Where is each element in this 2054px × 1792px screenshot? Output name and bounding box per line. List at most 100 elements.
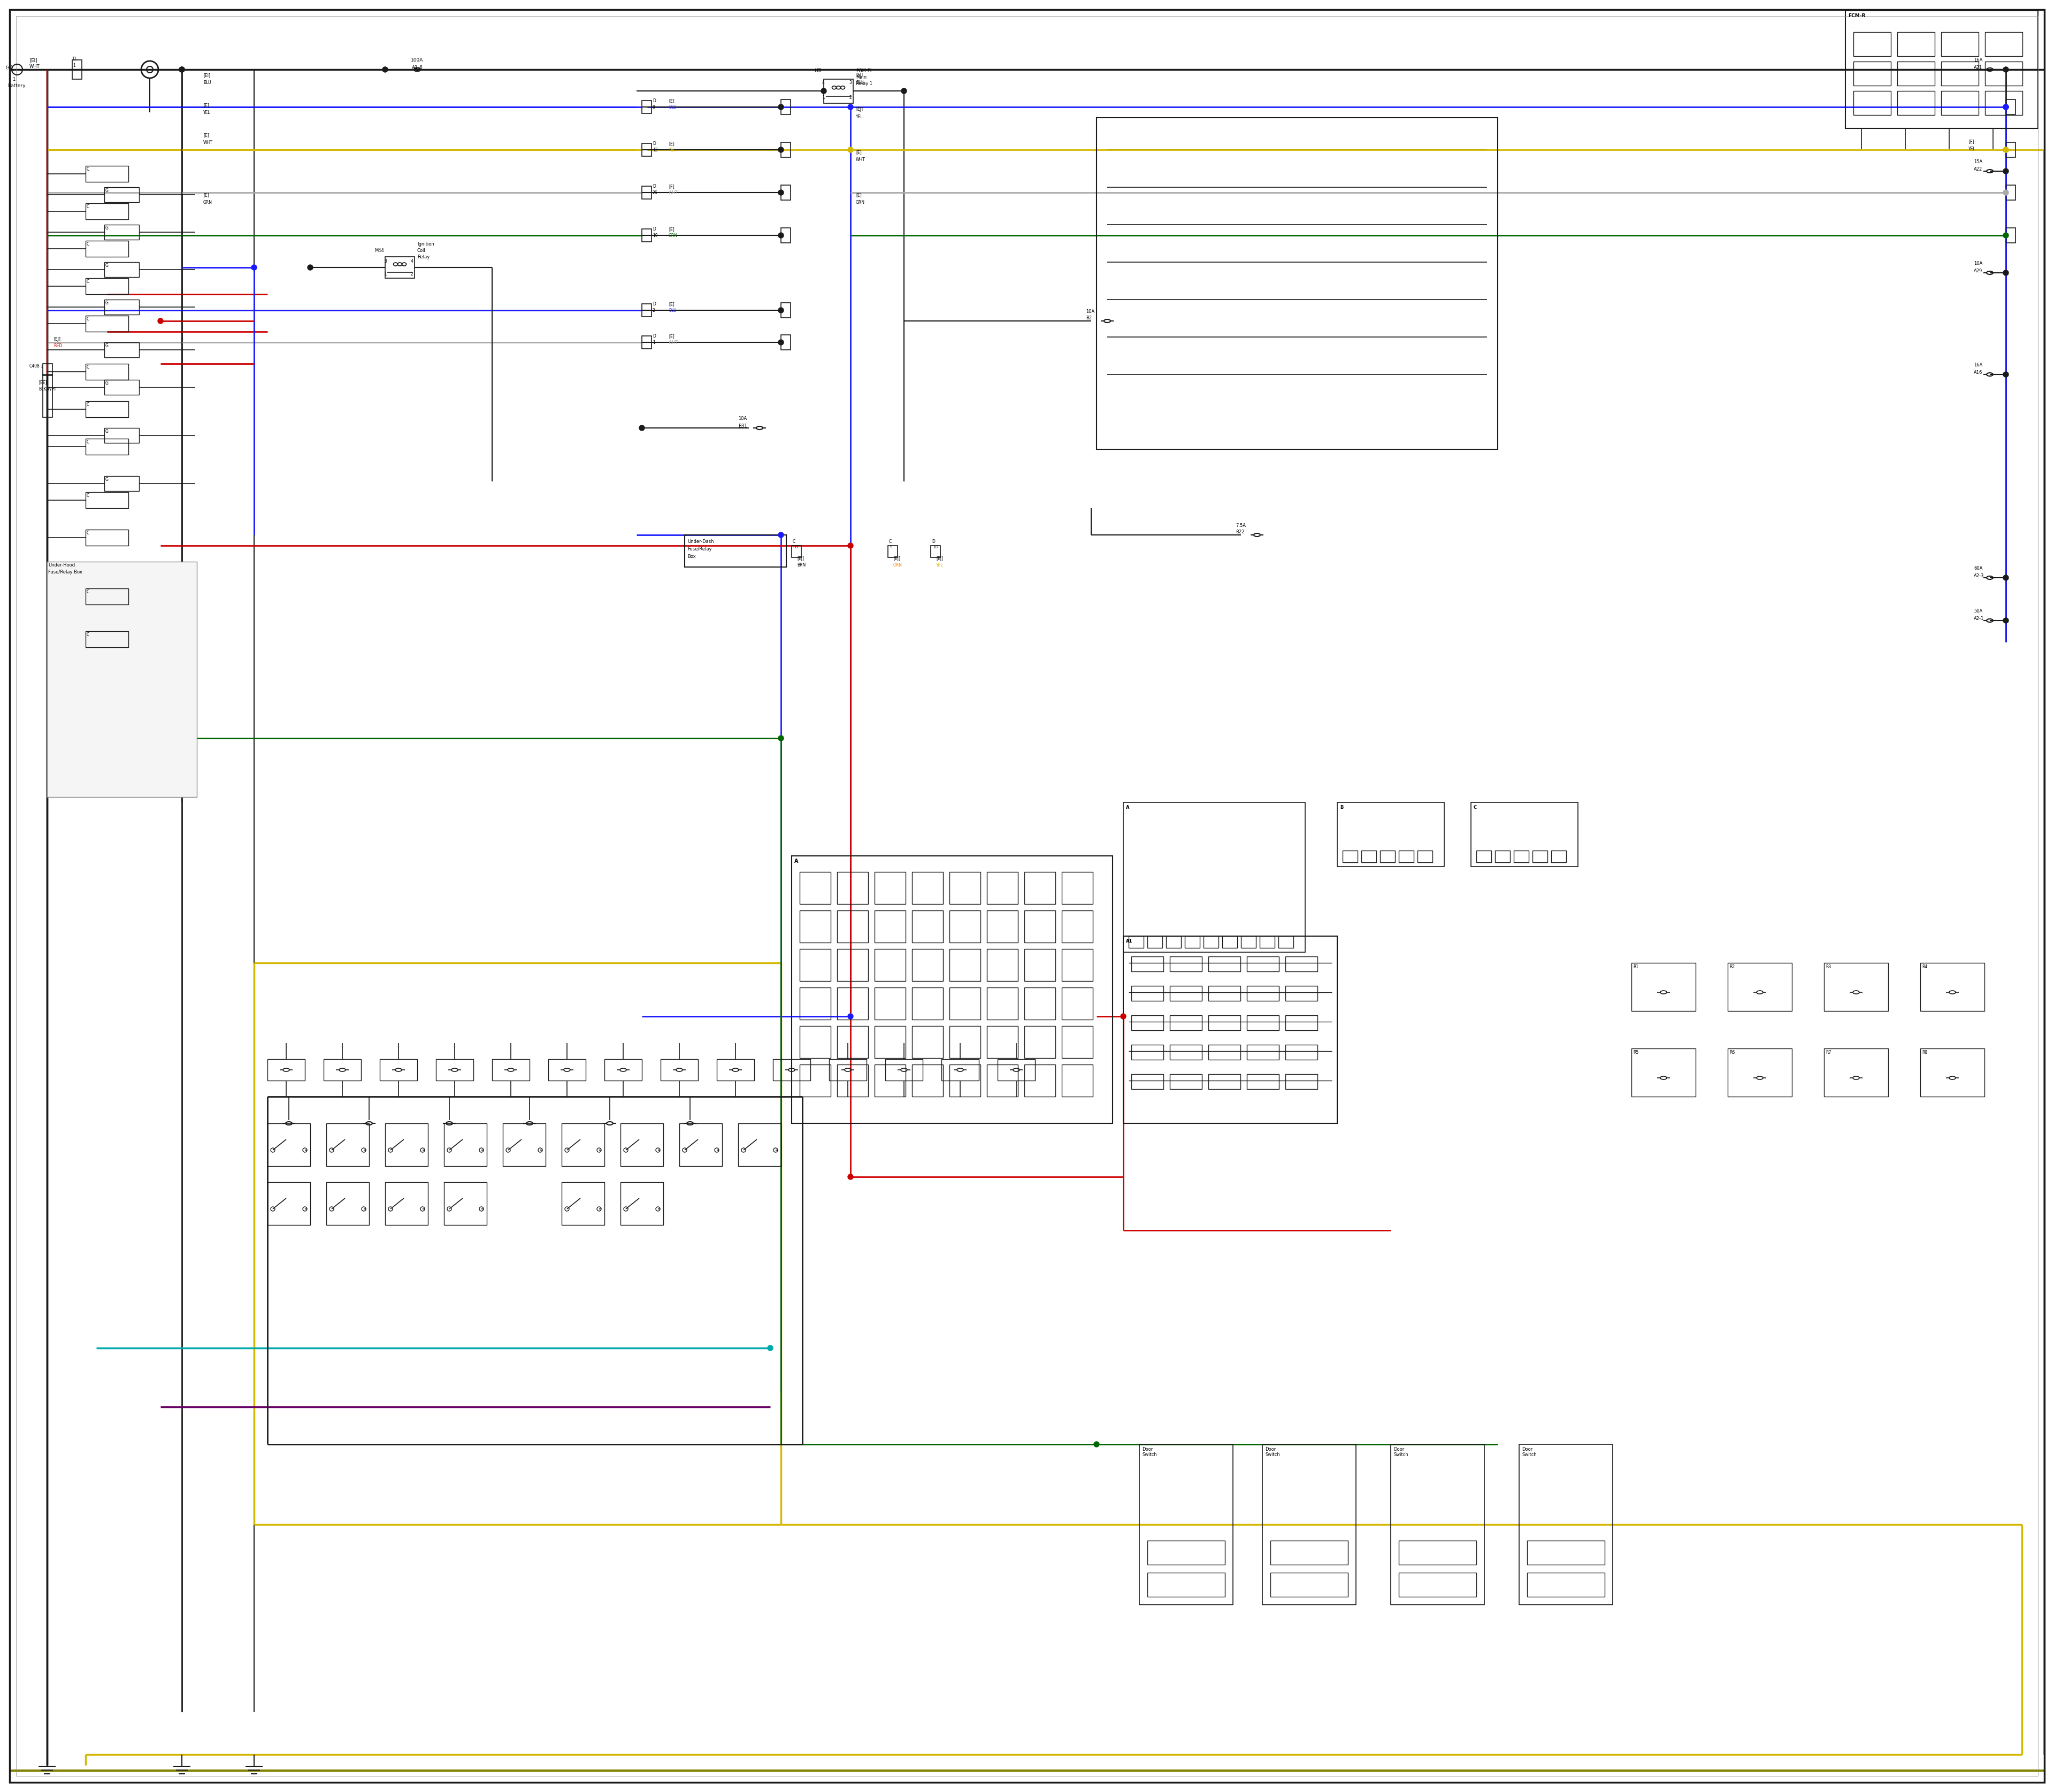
Bar (1920, 1048, 1984, 1097)
Circle shape (2003, 104, 2009, 109)
Circle shape (2003, 66, 2009, 72)
Bar (1097, 118, 1497, 450)
Bar (799, 910, 830, 943)
Bar (1526, 1573, 1604, 1597)
Text: [EE]: [EE] (39, 380, 47, 385)
Bar (1920, 962, 1984, 1011)
Bar (875, 987, 906, 1020)
Text: R7: R7 (1826, 1050, 1830, 1055)
Text: T1: T1 (72, 57, 78, 61)
Bar (781, 335, 791, 349)
Text: C: C (86, 439, 90, 444)
Bar (1062, 950, 1093, 980)
Text: G: G (105, 226, 109, 231)
Bar (1208, 1045, 1241, 1059)
Circle shape (2003, 575, 2009, 581)
Circle shape (778, 340, 785, 346)
Text: R4: R4 (1923, 964, 1927, 969)
Text: [E]: [E] (670, 99, 674, 104)
Text: C: C (793, 539, 795, 545)
Text: 1: 1 (384, 272, 386, 276)
Bar (1124, 935, 1337, 1124)
Text: [EJ]: [EJ] (893, 556, 900, 561)
Bar (1171, 1016, 1202, 1030)
Bar (1286, 957, 1317, 971)
Text: R2: R2 (1729, 964, 1736, 969)
Text: 15A: 15A (1974, 159, 1982, 165)
Bar (1514, 851, 1528, 862)
Circle shape (2003, 147, 2009, 152)
Bar (86, 439, 127, 455)
Text: WHT: WHT (857, 158, 865, 161)
Text: Battery: Battery (8, 84, 25, 88)
Bar (1399, 851, 1413, 862)
Bar (912, 1027, 943, 1057)
Bar (791, 857, 1113, 1124)
Text: PGM-FI: PGM-FI (857, 68, 871, 73)
Text: BLU: BLU (670, 308, 676, 314)
Text: R5: R5 (1633, 1050, 1639, 1055)
Bar (105, 262, 140, 278)
Text: [E]: [E] (670, 301, 674, 306)
Bar (1148, 1541, 1224, 1564)
Bar (1171, 957, 1202, 971)
Bar (1259, 935, 1276, 948)
Bar (105, 380, 140, 394)
Text: D: D (653, 99, 655, 104)
Bar (1399, 1541, 1477, 1564)
Bar (1208, 957, 1241, 971)
Bar (1241, 935, 1255, 948)
Bar (1471, 803, 1577, 867)
Text: C: C (86, 242, 90, 247)
Bar (717, 1059, 754, 1081)
Circle shape (1095, 1441, 1099, 1446)
Text: A2-1: A2-1 (1974, 616, 1984, 622)
Bar (641, 229, 651, 242)
Circle shape (822, 88, 826, 93)
Bar (1844, 11, 2038, 129)
Bar (561, 1124, 604, 1167)
Text: C: C (86, 204, 90, 210)
Bar (1551, 851, 1565, 862)
Bar (620, 1124, 663, 1167)
Bar (781, 303, 791, 317)
Bar (1532, 851, 1547, 862)
Bar (641, 186, 651, 199)
Text: 1: 1 (653, 340, 655, 346)
Text: FCM-R: FCM-R (1849, 13, 1865, 18)
Text: 3: 3 (384, 258, 386, 263)
Bar (2007, 185, 2015, 201)
Bar (661, 1059, 698, 1081)
Bar (781, 185, 791, 201)
Bar (838, 1027, 869, 1057)
Bar (1941, 61, 1978, 86)
Text: [EJ]: [EJ] (937, 556, 943, 561)
Text: 1: 1 (12, 77, 14, 82)
Circle shape (2003, 190, 2009, 195)
Text: R3: R3 (1826, 964, 1830, 969)
Bar (1941, 91, 1978, 115)
Text: [EI]: [EI] (203, 73, 210, 77)
Bar (1208, 986, 1241, 1002)
Text: [E]: [E] (203, 133, 210, 138)
Bar (86, 588, 127, 604)
Bar (1171, 1045, 1202, 1059)
Bar (43, 375, 53, 418)
Bar (1062, 873, 1093, 903)
Bar (1984, 61, 2023, 86)
Circle shape (902, 88, 906, 93)
Bar (1247, 957, 1280, 971)
Bar (838, 873, 869, 903)
Text: G: G (105, 382, 109, 385)
Text: [EI]: [EI] (29, 57, 37, 63)
Bar (1247, 1073, 1280, 1090)
Bar (799, 1027, 830, 1057)
Bar (86, 631, 127, 647)
Text: YEL: YEL (670, 147, 676, 152)
Circle shape (778, 735, 785, 740)
Text: G: G (105, 301, 109, 305)
Circle shape (778, 147, 785, 152)
Text: BLK/WHT: BLK/WHT (39, 387, 58, 391)
Text: 50A: 50A (1974, 609, 1982, 613)
Text: C: C (889, 539, 891, 545)
